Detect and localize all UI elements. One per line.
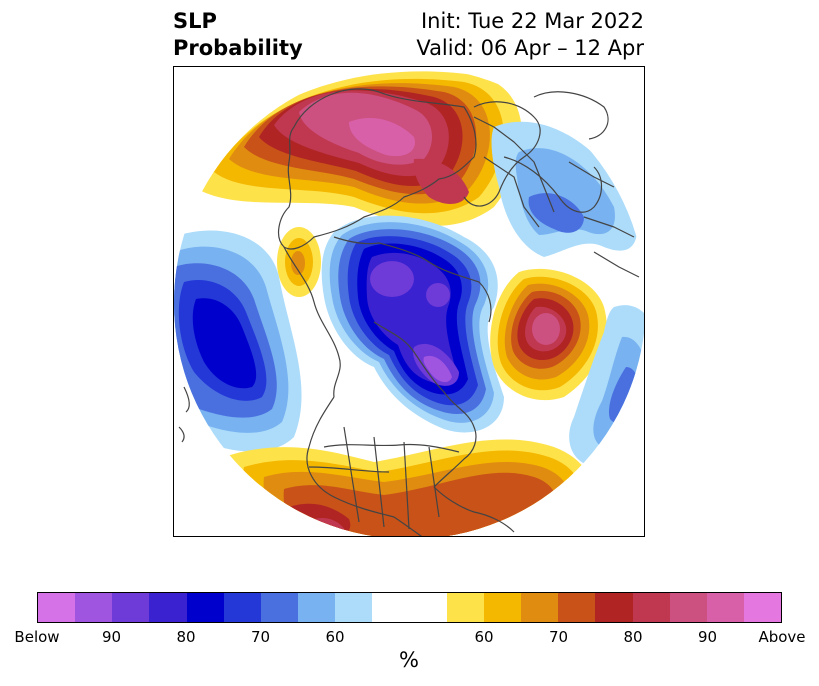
- colorbar-tick-label: 60: [474, 628, 494, 646]
- colorbar-cell: [595, 593, 633, 622]
- probability-field: [174, 67, 644, 536]
- colorbar-cell: [372, 593, 410, 622]
- colorbar-cell: [706, 593, 744, 622]
- colorbar-cell: [446, 593, 484, 622]
- positive-anomaly-atlantic: [490, 268, 607, 401]
- map-panel: [173, 66, 645, 537]
- colorbar-cell: [112, 593, 150, 622]
- colorbar-tick-label: 80: [623, 628, 643, 646]
- colorbar-cell: [521, 593, 559, 622]
- title-quantity: Probability: [173, 36, 303, 60]
- colorbar-cell: [223, 593, 261, 622]
- colorbar-tick-label: 70: [548, 628, 569, 646]
- colorbar-cell: [38, 593, 76, 622]
- colorbar-cell: [298, 593, 336, 622]
- colorbar-tick-label: Below: [14, 628, 60, 646]
- valid-range: Valid: 06 Apr – 12 Apr: [416, 36, 644, 60]
- colorbar-cell: [558, 593, 596, 622]
- colorbar-unit-label: %: [399, 648, 419, 672]
- coastlines: [178, 88, 640, 536]
- colorbar-cell: [743, 593, 782, 622]
- positive-anomaly-siberia: [194, 71, 522, 226]
- map-title: SLP Probability: [173, 8, 303, 62]
- colorbar-tick-label: 80: [176, 628, 196, 646]
- map-dates: Init: Tue 22 Mar 2022 Valid: 06 Apr – 12…: [416, 8, 644, 62]
- colorbar-cell: [335, 593, 373, 622]
- colorbar-tick-label: Above: [758, 628, 806, 646]
- colorbar-tick-label: 70: [250, 628, 271, 646]
- colorbar: [37, 592, 782, 623]
- colorbar-cell: [409, 593, 447, 622]
- colorbar-cell: [260, 593, 299, 622]
- colorbar-cell: [632, 593, 670, 622]
- colorbar-tick-label: 90: [101, 628, 122, 646]
- negative-anomaly-arctic: [321, 215, 504, 433]
- init-date: Init: Tue 22 Mar 2022: [420, 9, 644, 33]
- colorbar-tick-label: 90: [697, 628, 718, 646]
- colorbar-tick-label: 60: [325, 628, 345, 646]
- title-variable: SLP: [173, 9, 217, 33]
- negative-anomaly-pacific: [174, 230, 302, 452]
- colorbar-cell: [186, 593, 224, 622]
- colorbar-cell: [669, 593, 707, 622]
- positive-anomaly-bering: [277, 227, 321, 297]
- colorbar-cell: [149, 593, 187, 622]
- probability-map: [174, 67, 644, 536]
- colorbar-cell: [483, 593, 522, 622]
- colorbar-cell: [75, 593, 113, 622]
